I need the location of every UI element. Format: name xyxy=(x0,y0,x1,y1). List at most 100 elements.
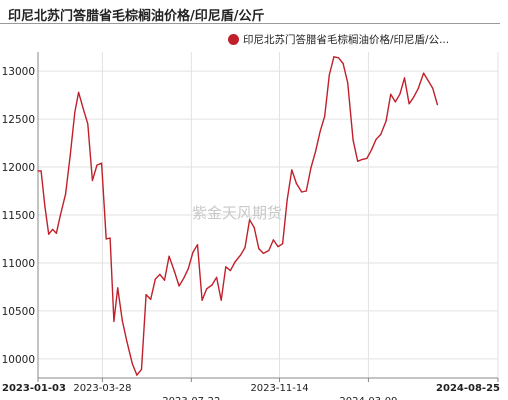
data-point xyxy=(173,271,176,273)
data-point xyxy=(136,374,138,376)
data-point xyxy=(220,299,222,301)
data-point xyxy=(282,243,284,245)
data-point xyxy=(65,193,67,195)
data-point xyxy=(272,239,274,241)
data-point xyxy=(262,252,264,254)
data-point xyxy=(87,123,89,125)
data-point xyxy=(74,111,76,113)
data-point xyxy=(183,277,185,279)
x-tick-label: 2023-11-14 xyxy=(250,383,308,394)
data-point xyxy=(432,87,434,89)
data-point xyxy=(150,298,152,300)
data-point xyxy=(131,363,133,365)
data-point xyxy=(277,246,279,248)
data-point xyxy=(121,319,123,322)
x-tick-label: 2023-07-22 xyxy=(162,396,220,400)
data-point xyxy=(37,170,39,172)
data-point xyxy=(234,261,236,263)
title-divider xyxy=(0,23,500,24)
data-point xyxy=(390,93,392,95)
y-tick-label: 11500 xyxy=(2,210,35,222)
data-point xyxy=(403,77,406,79)
y-tick-label: 12500 xyxy=(2,114,35,126)
data-point xyxy=(324,115,326,117)
y-tick-label: 10500 xyxy=(2,306,35,318)
legend-label: 印尼北苏门答腊省毛棕榈油价格/印尼盾/公... xyxy=(243,34,450,46)
data-point xyxy=(352,139,354,141)
data-point xyxy=(385,120,387,122)
data-point xyxy=(40,170,42,172)
data-point xyxy=(249,219,251,221)
data-point xyxy=(380,133,382,136)
data-point xyxy=(286,199,288,201)
data-point xyxy=(154,278,156,280)
data-point xyxy=(48,233,50,235)
data-point xyxy=(225,266,227,268)
x-tick-label: 2024-03-09 xyxy=(339,396,397,400)
data-point xyxy=(291,169,293,171)
data-point xyxy=(117,287,119,289)
x-tick-label: 2024-08-25 xyxy=(436,383,500,394)
chart-legend[interactable]: 印尼北苏门答腊省毛棕榈油价格/印尼盾/公... xyxy=(228,32,449,47)
data-point xyxy=(342,62,344,65)
data-point xyxy=(333,56,335,58)
data-point xyxy=(59,215,61,217)
data-point xyxy=(357,160,359,162)
data-point xyxy=(310,167,312,169)
axes xyxy=(37,52,499,382)
data-point xyxy=(399,93,401,95)
series-group xyxy=(37,56,439,376)
data-point xyxy=(423,72,425,74)
data-point xyxy=(113,320,115,322)
data-point xyxy=(168,255,170,257)
data-point xyxy=(187,268,189,270)
data-point xyxy=(417,87,419,89)
data-point xyxy=(436,104,438,106)
data-point xyxy=(314,151,317,153)
data-point xyxy=(328,74,330,76)
data-point xyxy=(163,279,166,281)
data-point xyxy=(82,108,84,110)
y-axis-ticks: 10000 10500 11000 11500 12000 12500 13000 xyxy=(2,66,35,366)
data-point xyxy=(408,103,410,105)
y-tick-label: 13000 xyxy=(2,66,35,78)
data-point xyxy=(109,237,111,239)
data-point xyxy=(211,284,213,286)
data-point xyxy=(216,276,218,278)
data-point xyxy=(101,162,103,164)
data-point xyxy=(268,249,270,252)
data-point xyxy=(159,273,161,275)
y-tick-label: 10000 xyxy=(2,354,35,366)
data-point xyxy=(145,294,147,296)
chart-title: 印尼北苏门答腊省毛棕榈油价格/印尼盾/公斤 xyxy=(8,9,265,24)
data-point xyxy=(394,101,396,103)
data-point xyxy=(319,131,321,133)
data-point xyxy=(192,251,194,253)
data-point xyxy=(244,247,246,249)
data-point xyxy=(239,254,241,256)
data-point xyxy=(96,164,98,166)
data-point xyxy=(361,158,363,160)
watermark: 紫金天风期货 xyxy=(192,204,282,222)
data-point xyxy=(206,288,208,290)
data-point xyxy=(295,182,297,184)
data-point xyxy=(91,179,93,182)
data-point xyxy=(370,149,373,151)
data-point xyxy=(201,299,203,301)
data-point xyxy=(78,91,80,93)
x-tick-label: 2023-03-28 xyxy=(73,383,131,394)
data-point xyxy=(305,190,307,192)
legend-marker-icon xyxy=(228,34,239,45)
y-tick-label: 12000 xyxy=(2,162,35,174)
data-point xyxy=(413,96,415,98)
x-tick-label: 2023-01-03 xyxy=(2,383,66,394)
data-point xyxy=(366,157,368,159)
data-point xyxy=(44,205,46,207)
data-point xyxy=(55,232,58,234)
data-point xyxy=(375,138,377,140)
y-tick-label: 11000 xyxy=(2,258,35,270)
data-point xyxy=(301,191,303,193)
data-point xyxy=(52,228,54,230)
data-point xyxy=(178,285,180,287)
